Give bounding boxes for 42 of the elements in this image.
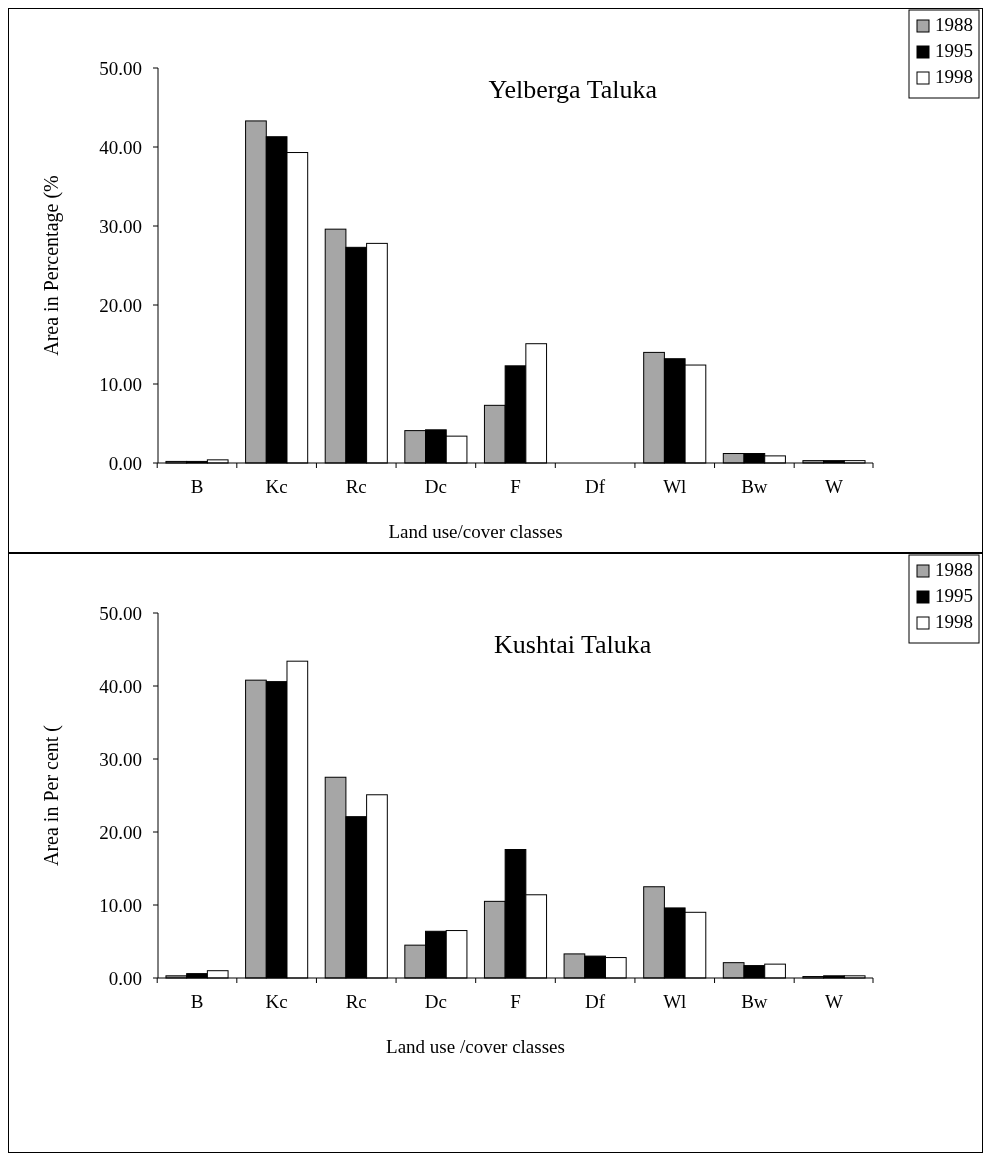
x-tick-label: B	[190, 476, 204, 497]
x-tick-label: F	[510, 991, 521, 1012]
legend-label: 1995	[935, 585, 973, 606]
legend-label: 1995	[935, 40, 973, 61]
y-tick-label: 20.00	[99, 821, 142, 843]
x-tick-label: Wl	[663, 476, 687, 497]
x-tick-label: B	[190, 991, 204, 1012]
x-axis-title: Land use/cover classes	[388, 521, 563, 542]
x-tick-label: Rc	[345, 476, 367, 497]
y-tick-label: 0.00	[108, 967, 142, 989]
legend-label: 1998	[935, 66, 973, 87]
x-tick-label: Bw	[741, 991, 768, 1012]
x-tick-label: Kc	[265, 476, 288, 497]
y-axis-title: Area in Percentage (%	[40, 175, 63, 356]
y-tick-label: 30.00	[99, 215, 142, 237]
text: Kushtai Taluka	[494, 630, 652, 659]
x-axis-title: Land use /cover classes	[386, 1036, 565, 1057]
legend-label: 1988	[935, 559, 973, 580]
x-tick-label: F	[510, 476, 521, 497]
x-tick-label: W	[825, 476, 844, 497]
x-tick-label: Dc	[424, 476, 447, 497]
y-tick-label: 10.00	[99, 373, 142, 395]
y-tick-label: 50.00	[99, 57, 142, 79]
y-tick-label: 10.00	[99, 894, 142, 916]
y-tick-label: 20.00	[99, 294, 142, 316]
x-tick-label: Df	[585, 476, 606, 497]
y-tick-label: 40.00	[99, 136, 142, 158]
x-tick-label: Kc	[265, 991, 288, 1012]
y-tick-label: 30.00	[99, 748, 142, 770]
chart-title: Yelberga Taluka	[488, 75, 658, 104]
legend-label: 1988	[935, 14, 973, 35]
legend-label: 1998	[935, 611, 973, 632]
y-tick-label: 0.00	[108, 452, 142, 474]
x-tick-label: W	[825, 991, 844, 1012]
x-tick-label: Rc	[345, 991, 367, 1012]
y-tick-label: 50.00	[99, 602, 142, 624]
y-tick-label: 40.00	[99, 675, 142, 697]
x-tick-label: Wl	[663, 991, 687, 1012]
x-tick-label: Bw	[741, 476, 768, 497]
x-tick-label: Df	[585, 991, 606, 1012]
x-tick-label: Dc	[424, 991, 447, 1012]
y-axis-title: Area in Per cent (	[40, 724, 63, 867]
